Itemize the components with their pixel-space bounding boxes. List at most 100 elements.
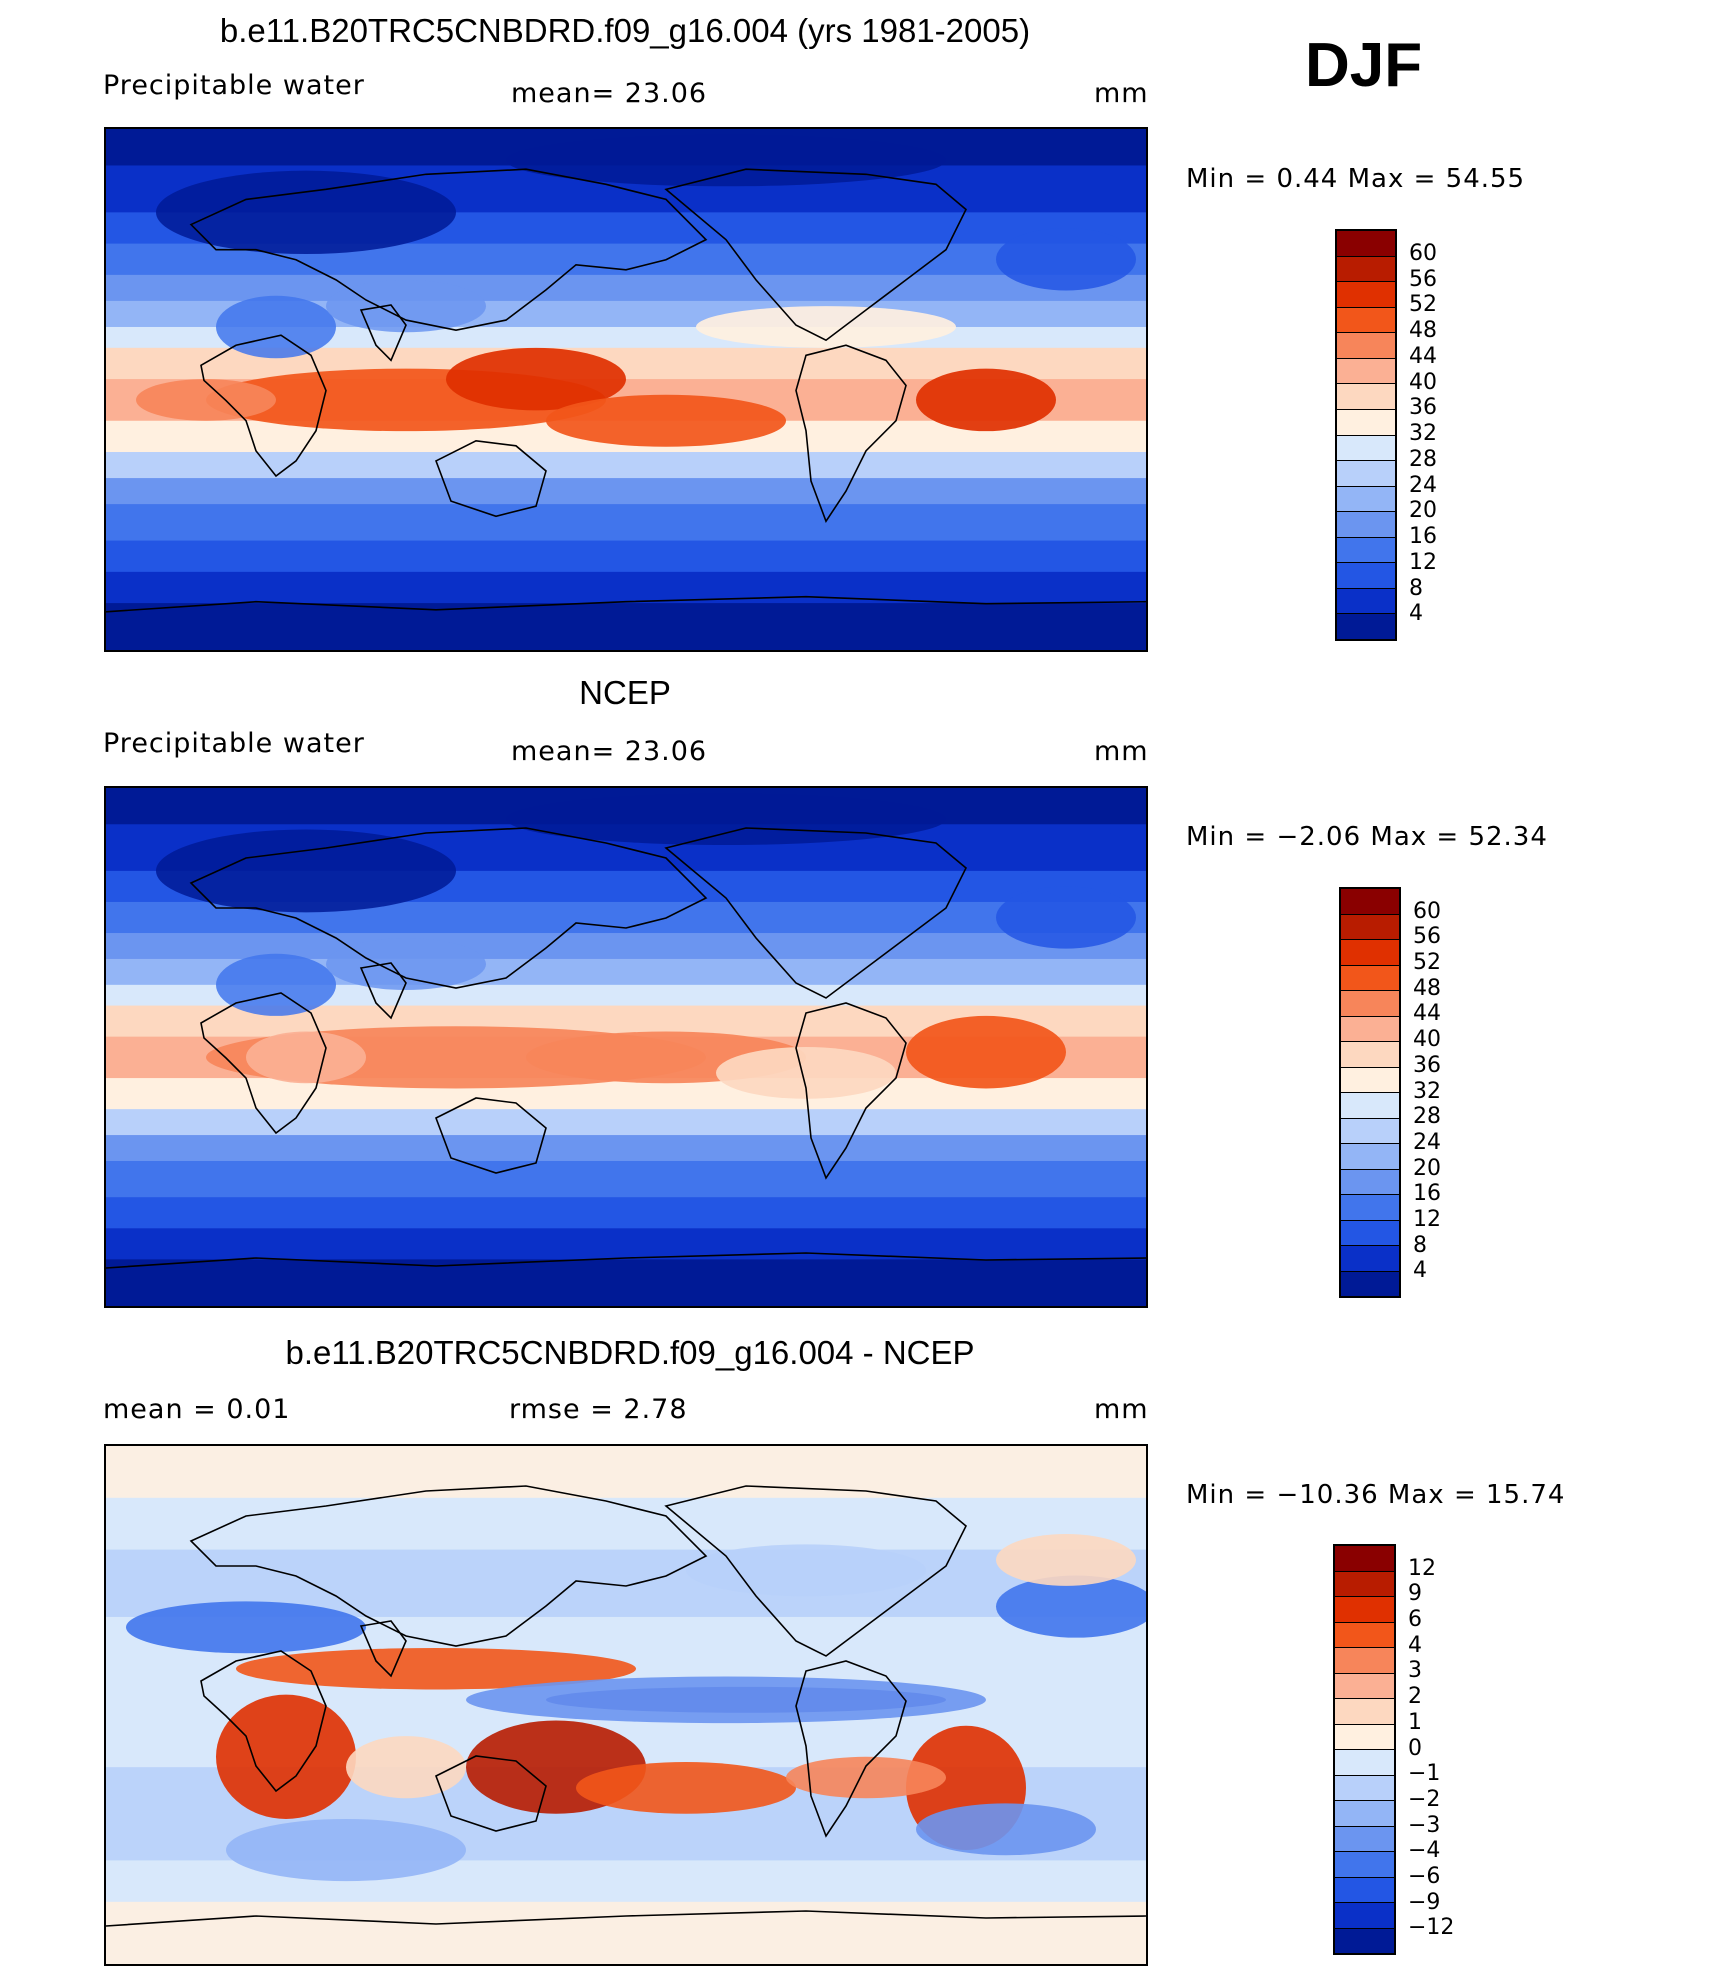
colorbar-swatch (1335, 1571, 1394, 1597)
coastline (189, 1485, 708, 1647)
colorbar-swatch (1341, 1118, 1399, 1144)
colorbar-tick-label: 20 (1413, 1155, 1441, 1181)
map-contour-band (106, 1109, 1146, 1137)
map-contour-blob (916, 368, 1056, 432)
colorbar-swatch (1337, 486, 1395, 513)
colorbar-swatch (1335, 1673, 1394, 1699)
coastline (795, 1660, 907, 1838)
colorbar-tick-label: 16 (1413, 1181, 1441, 1207)
panel-1-units: mm (1094, 78, 1149, 109)
map-contour-blob (346, 1736, 466, 1799)
colorbar-swatch (1337, 282, 1395, 308)
coastline (434, 1755, 547, 1832)
coastline (200, 1650, 327, 1793)
map-contour-band (106, 984, 1146, 1007)
colorbar-tick-label: −1 (1408, 1761, 1441, 1787)
colorbar-swatch (1335, 1928, 1394, 1953)
map-contour-band (106, 1901, 1146, 1964)
colorbar-swatch (1341, 965, 1399, 991)
colorbar-swatch (1337, 231, 1395, 257)
colorbar-swatch (1335, 1648, 1394, 1674)
map-contour-band (106, 452, 1146, 480)
map-contour-band (106, 1197, 1146, 1230)
colorbar-swatch (1335, 1622, 1394, 1648)
colorbar-swatch (1337, 614, 1395, 639)
colorbar-swatch (1337, 409, 1395, 436)
coastline (434, 439, 547, 518)
colorbar-swatch (1341, 914, 1399, 940)
panel-1-map (104, 127, 1148, 652)
colorbar-tick-label: 4 (1413, 1258, 1427, 1284)
colorbar-tick-label: 4 (1408, 1632, 1422, 1658)
map-contour-band (106, 1160, 1146, 1199)
colorbar-tick-label: 52 (1413, 950, 1441, 976)
colorbar-tick-label: 6 (1408, 1607, 1422, 1633)
colorbar-tick-label: 24 (1409, 472, 1437, 498)
map-contour-blob (906, 1015, 1066, 1089)
colorbar-swatch (1341, 889, 1399, 915)
colorbar-tick-label: −3 (1408, 1812, 1441, 1838)
coastline (200, 334, 327, 478)
map-contour-blob (996, 886, 1136, 949)
colorbar-swatch (1335, 1877, 1394, 1903)
coastline (359, 304, 407, 362)
colorbar-swatch (1335, 1801, 1394, 1827)
map-contour-blob (446, 347, 626, 411)
colorbar-tick-label: 36 (1409, 395, 1437, 421)
map-contour-blob (466, 1676, 986, 1724)
colorbar-swatch (1335, 1852, 1394, 1878)
panel-2-colorbar (1339, 887, 1401, 1298)
colorbar-swatch (1341, 1093, 1399, 1119)
colorbar-swatch (1341, 1195, 1399, 1221)
map-contour-band (106, 1228, 1146, 1261)
colorbar-swatch (1337, 537, 1395, 564)
colorbar-tick-label: 12 (1413, 1206, 1441, 1232)
colorbar-swatch (1337, 256, 1395, 283)
colorbar-swatch (1335, 1597, 1394, 1623)
panel-2-map-svg (106, 788, 1146, 1306)
colorbar-swatch (1341, 1144, 1399, 1170)
colorbar-tick-label: 60 (1409, 240, 1437, 266)
colorbar-tick-label: 48 (1409, 318, 1437, 343)
colorbar-swatch (1337, 333, 1395, 359)
season-label: DJF (1305, 31, 1423, 100)
colorbar-swatch (1335, 1724, 1394, 1750)
colorbar-swatch (1337, 461, 1395, 487)
colorbar-tick-label: 44 (1413, 1001, 1441, 1027)
map-contour-blob (156, 170, 456, 255)
colorbar-tick-label: −6 (1408, 1863, 1441, 1889)
colorbar-tick-label: 24 (1413, 1129, 1441, 1155)
colorbar-tick-label: 60 (1413, 898, 1441, 924)
map-contour-blob (546, 394, 786, 447)
colorbar-swatch (1335, 1750, 1394, 1776)
colorbar-swatch (1341, 991, 1399, 1017)
map-contour-band (106, 478, 1146, 506)
colorbar-tick-label: −4 (1408, 1838, 1441, 1864)
colorbar-tick-label: 52 (1409, 292, 1437, 318)
coastline (359, 1620, 407, 1678)
panel-3-map-svg (106, 1446, 1146, 1964)
map-contour-band (106, 603, 1146, 650)
map-contour-blob (916, 1803, 1096, 1856)
colorbar-swatch (1335, 1903, 1394, 1929)
colorbar-swatch (1341, 1271, 1399, 1296)
colorbar-tick-label: 40 (1413, 1027, 1441, 1053)
coastline (106, 1910, 1146, 1927)
map-contour-blob (996, 1534, 1136, 1586)
panel-2-units: mm (1094, 736, 1149, 767)
panel-2-title: NCEP (579, 674, 671, 711)
colorbar-tick-label: −2 (1408, 1786, 1441, 1812)
map-contour-blob (226, 1818, 466, 1882)
colorbar-tick-label: 0 (1408, 1735, 1422, 1761)
panel-3-colorbar (1333, 1544, 1396, 1955)
coastline (434, 1097, 547, 1174)
colorbar-tick-label: 56 (1409, 266, 1437, 292)
panel-3-map (104, 1444, 1148, 1966)
map-contour-blob (576, 1761, 796, 1814)
map-contour-band (106, 1135, 1146, 1162)
map-contour-blob (156, 829, 456, 913)
map-contour-blob (716, 1047, 896, 1099)
colorbar-tick-label: 2 (1408, 1684, 1422, 1710)
panel-3-rmse-label: rmse = 2.78 (509, 1394, 688, 1425)
colorbar-swatch (1341, 1042, 1399, 1068)
